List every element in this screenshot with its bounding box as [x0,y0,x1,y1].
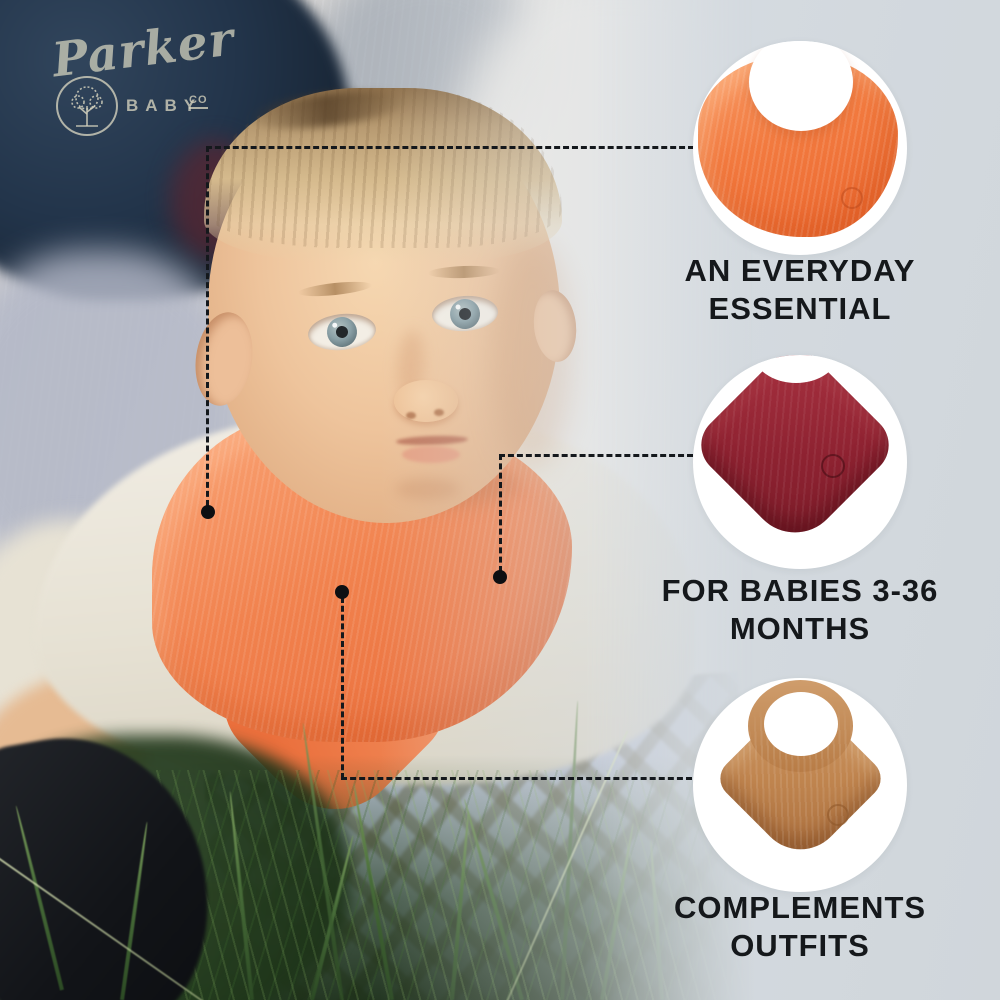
leader-dot-1 [201,505,215,519]
tree-icon [71,86,103,127]
caption-line: FOR BABIES 3-36 [661,573,939,608]
caption-everyday-essential: AN EVERYDAY ESSENTIAL [630,252,970,328]
swatch-circle-red-bib [693,355,907,569]
left-pupil [335,325,349,339]
red-bib-muslin-texture [703,355,897,535]
tree-in-circle-icon [56,76,118,136]
caption-line: ESSENTIAL [708,290,892,326]
leader-line-2-horizontal [499,454,693,457]
leader-dot-2 [493,570,507,584]
caption-babies-3-36-months: FOR BABIES 3-36 MONTHS [630,572,970,648]
tan-bib-neck-hole [764,692,838,756]
leader-line-1-vertical [206,146,209,506]
caption-line: OUTFITS [730,927,870,963]
brand-word-baby: BABY [126,96,203,115]
brand-logo: Parker BABY CO [0,0,260,150]
orange-bib-neck-hole [749,41,853,131]
logo-stamp-icon [821,454,845,478]
leader-line-3-horizontal [341,777,692,780]
caption-complements-outfits: COMPLEMENTS OUTFITS [630,889,970,965]
tan-bib-muslin-texture [723,698,883,868]
caption-line: COMPLEMENTS [673,890,927,925]
baby-photo [0,0,770,1000]
swatch-circle-tan-bib [693,678,907,892]
leader-line-2-vertical [499,454,502,572]
logo-stamp-icon [841,187,863,209]
brand-suffix-co: CO [189,94,208,109]
swatch-circle-orange-bib [693,41,907,255]
caption-line: MONTHS [729,610,871,646]
leader-line-3-vertical [341,597,344,779]
leader-line-1-horizontal [206,146,694,149]
leader-dot-3 [335,585,349,599]
logo-stamp-icon [827,804,849,826]
caption-line: AN EVERYDAY [684,253,916,288]
left-iris [325,315,359,349]
